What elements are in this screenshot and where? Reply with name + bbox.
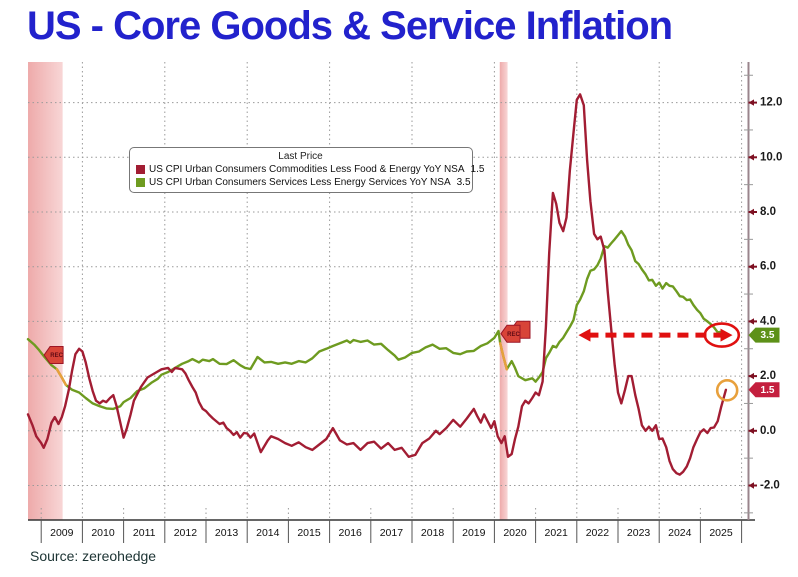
page-title: US - Core Goods & Service Inflation	[27, 4, 673, 48]
x-axis-year-label: 2022	[586, 527, 610, 539]
y-axis-tick-arrow-icon	[748, 482, 754, 489]
y-axis-tick-arrow-icon	[748, 154, 754, 161]
y-axis-label: 0.0	[760, 425, 776, 437]
y-axis-label: 10.0	[760, 151, 782, 163]
arrowhead-right-icon	[720, 328, 733, 342]
last-price-badge-goods	[748, 382, 780, 398]
legend-title: Last Price	[278, 151, 323, 162]
x-axis-year-label: 2009	[50, 527, 74, 539]
legend-item-goods: US CPI Urban Consumers Commodities Less …	[136, 163, 484, 176]
legend-item-goods-value: 1.5	[470, 164, 485, 175]
x-axis-year-label: 2021	[545, 527, 569, 539]
ellipse-highlight	[703, 322, 741, 348]
x-axis-year-label: 2023	[627, 527, 651, 539]
legend-item-services-label: US CPI Urban Consumers Services Less Ene…	[149, 177, 451, 188]
y-axis-label: 6.0	[760, 261, 776, 273]
x-axis-year-label: 2015	[297, 527, 321, 539]
arrowhead-left-icon	[578, 328, 591, 342]
y-axis-tick-arrow-icon	[748, 427, 754, 434]
x-axis-year-label: 2019	[462, 527, 486, 539]
source-label: Source: zereohedge	[30, 548, 157, 564]
x-axis-year-label: 2012	[174, 527, 198, 539]
series-line-services	[26, 229, 726, 411]
last-price-badge-services-value: 3.5	[761, 330, 775, 341]
y-axis-label: 2.0	[760, 370, 776, 382]
services-series-swatch-icon	[136, 178, 145, 187]
x-axis-year-label: 2017	[380, 527, 404, 539]
legend-item-services: US CPI Urban Consumers Services Less Ene…	[136, 176, 471, 189]
recession-highlight-segment	[499, 342, 508, 371]
legend-box: Last Price US CPI Urban Consumers Commod…	[129, 147, 484, 193]
y-axis-label: 4.0	[760, 315, 776, 327]
legend-item-goods-label: US CPI Urban Consumers Commodities Less …	[149, 164, 465, 175]
goods-series-swatch-icon	[136, 165, 145, 174]
last-price-badge-goods-value: 1.5	[761, 385, 775, 396]
y-axis-label: 12.0	[760, 97, 782, 109]
x-axis-year-label: 2020	[503, 527, 527, 539]
y-axis-tick-arrow-icon	[748, 318, 754, 325]
legend-item-services-value: 3.5	[456, 177, 471, 188]
recession-band	[28, 62, 63, 520]
x-axis-year-label: 2010	[91, 527, 115, 539]
x-axis-year-label: 2025	[709, 527, 733, 539]
recession-marker-label: REC	[50, 353, 63, 359]
y-axis-tick-arrow-icon	[748, 208, 754, 216]
x-axis-year-label: 2011	[133, 527, 156, 539]
x-axis-year-label: 2016	[339, 527, 363, 539]
y-axis-label: -2.0	[760, 480, 780, 492]
y-axis-tick-arrow-icon	[748, 372, 754, 380]
recession-marker-label: REC	[507, 332, 520, 338]
y-axis-tick-arrow-icon	[748, 99, 754, 106]
x-axis-year-label: 2024	[668, 527, 692, 539]
y-axis-label: 8.0	[760, 206, 776, 218]
recession-marker-tag-icon	[500, 324, 521, 343]
recession-highlight-segment	[55, 368, 68, 387]
x-axis-year-label: 2018	[421, 527, 445, 539]
series-line-goods	[26, 93, 728, 476]
recession-marker-tag-icon	[43, 346, 64, 365]
circle-highlight	[715, 379, 739, 402]
last-price-badge-services	[748, 327, 780, 343]
y-axis-tick-arrow-icon	[748, 263, 754, 270]
recession-band	[499, 62, 508, 520]
x-axis-year-label: 2014	[256, 527, 280, 539]
x-axis-year-label: 2013	[215, 527, 239, 539]
